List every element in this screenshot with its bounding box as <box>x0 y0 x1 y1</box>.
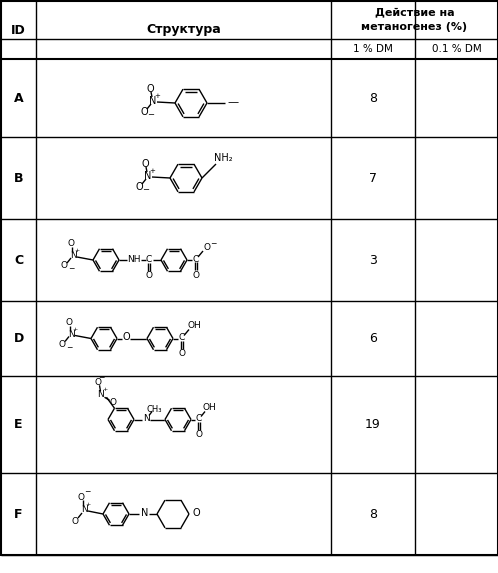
Text: NH₂: NH₂ <box>214 153 232 163</box>
Text: N: N <box>149 96 157 106</box>
Text: −: − <box>68 265 74 273</box>
Text: O: O <box>135 182 143 192</box>
Text: +: + <box>149 168 155 174</box>
Text: +: + <box>154 93 160 99</box>
Text: C: C <box>14 253 23 266</box>
Text: O: O <box>109 398 116 407</box>
Text: O: O <box>72 516 79 525</box>
Text: O: O <box>68 240 75 249</box>
Text: O: O <box>204 242 211 252</box>
Text: 8: 8 <box>369 92 377 104</box>
Text: O: O <box>141 159 149 169</box>
Text: C: C <box>193 254 199 264</box>
Text: +: + <box>102 387 107 392</box>
Text: метаногенез (%): метаногенез (%) <box>362 22 468 32</box>
Text: 3: 3 <box>369 253 377 266</box>
Text: +: + <box>72 327 78 332</box>
Text: O: O <box>66 318 73 327</box>
Text: 0.1 % DM: 0.1 % DM <box>432 44 482 54</box>
Text: −: − <box>210 240 216 249</box>
Text: +: + <box>74 249 80 253</box>
Text: O: O <box>58 340 66 349</box>
Text: Структура: Структура <box>146 23 221 37</box>
Text: 19: 19 <box>365 418 381 431</box>
Text: NH: NH <box>127 254 141 264</box>
Text: O: O <box>78 493 85 501</box>
Text: −: − <box>142 186 149 194</box>
Text: O: O <box>146 84 154 94</box>
Text: B: B <box>14 171 23 185</box>
Text: ID: ID <box>11 23 26 37</box>
Text: O: O <box>196 430 203 439</box>
Text: N: N <box>68 330 74 339</box>
Text: N: N <box>141 508 149 518</box>
Text: N: N <box>97 390 104 399</box>
Text: O: O <box>122 332 130 343</box>
Text: CH₃: CH₃ <box>146 405 162 414</box>
Text: −: − <box>84 488 90 496</box>
Text: A: A <box>13 92 23 104</box>
Text: N: N <box>81 505 87 515</box>
Text: 8: 8 <box>369 508 377 520</box>
Text: 1 % DM: 1 % DM <box>353 44 393 54</box>
Text: C: C <box>179 333 185 342</box>
Text: O: O <box>94 378 101 387</box>
Text: +: + <box>85 503 91 508</box>
Text: C: C <box>146 254 152 264</box>
Text: C: C <box>196 414 202 423</box>
Text: O: O <box>140 107 148 117</box>
Text: O: O <box>60 261 68 270</box>
Text: O: O <box>178 349 185 358</box>
Text: −: − <box>66 343 72 352</box>
Text: −: − <box>98 373 105 382</box>
Text: 7: 7 <box>369 171 377 185</box>
Text: −: − <box>147 111 154 120</box>
Text: F: F <box>14 508 23 520</box>
Text: —: — <box>228 97 239 107</box>
Text: O: O <box>193 270 200 280</box>
Text: D: D <box>13 332 23 345</box>
Text: N: N <box>142 414 149 423</box>
Text: N: N <box>70 252 76 261</box>
Text: O: O <box>145 272 152 281</box>
Text: 6: 6 <box>369 332 377 345</box>
Text: N: N <box>144 171 152 181</box>
Text: OH: OH <box>187 321 201 330</box>
Text: OH: OH <box>202 403 216 412</box>
Text: Действие на: Действие на <box>374 7 454 17</box>
Text: O: O <box>192 508 200 518</box>
Text: E: E <box>14 418 23 431</box>
